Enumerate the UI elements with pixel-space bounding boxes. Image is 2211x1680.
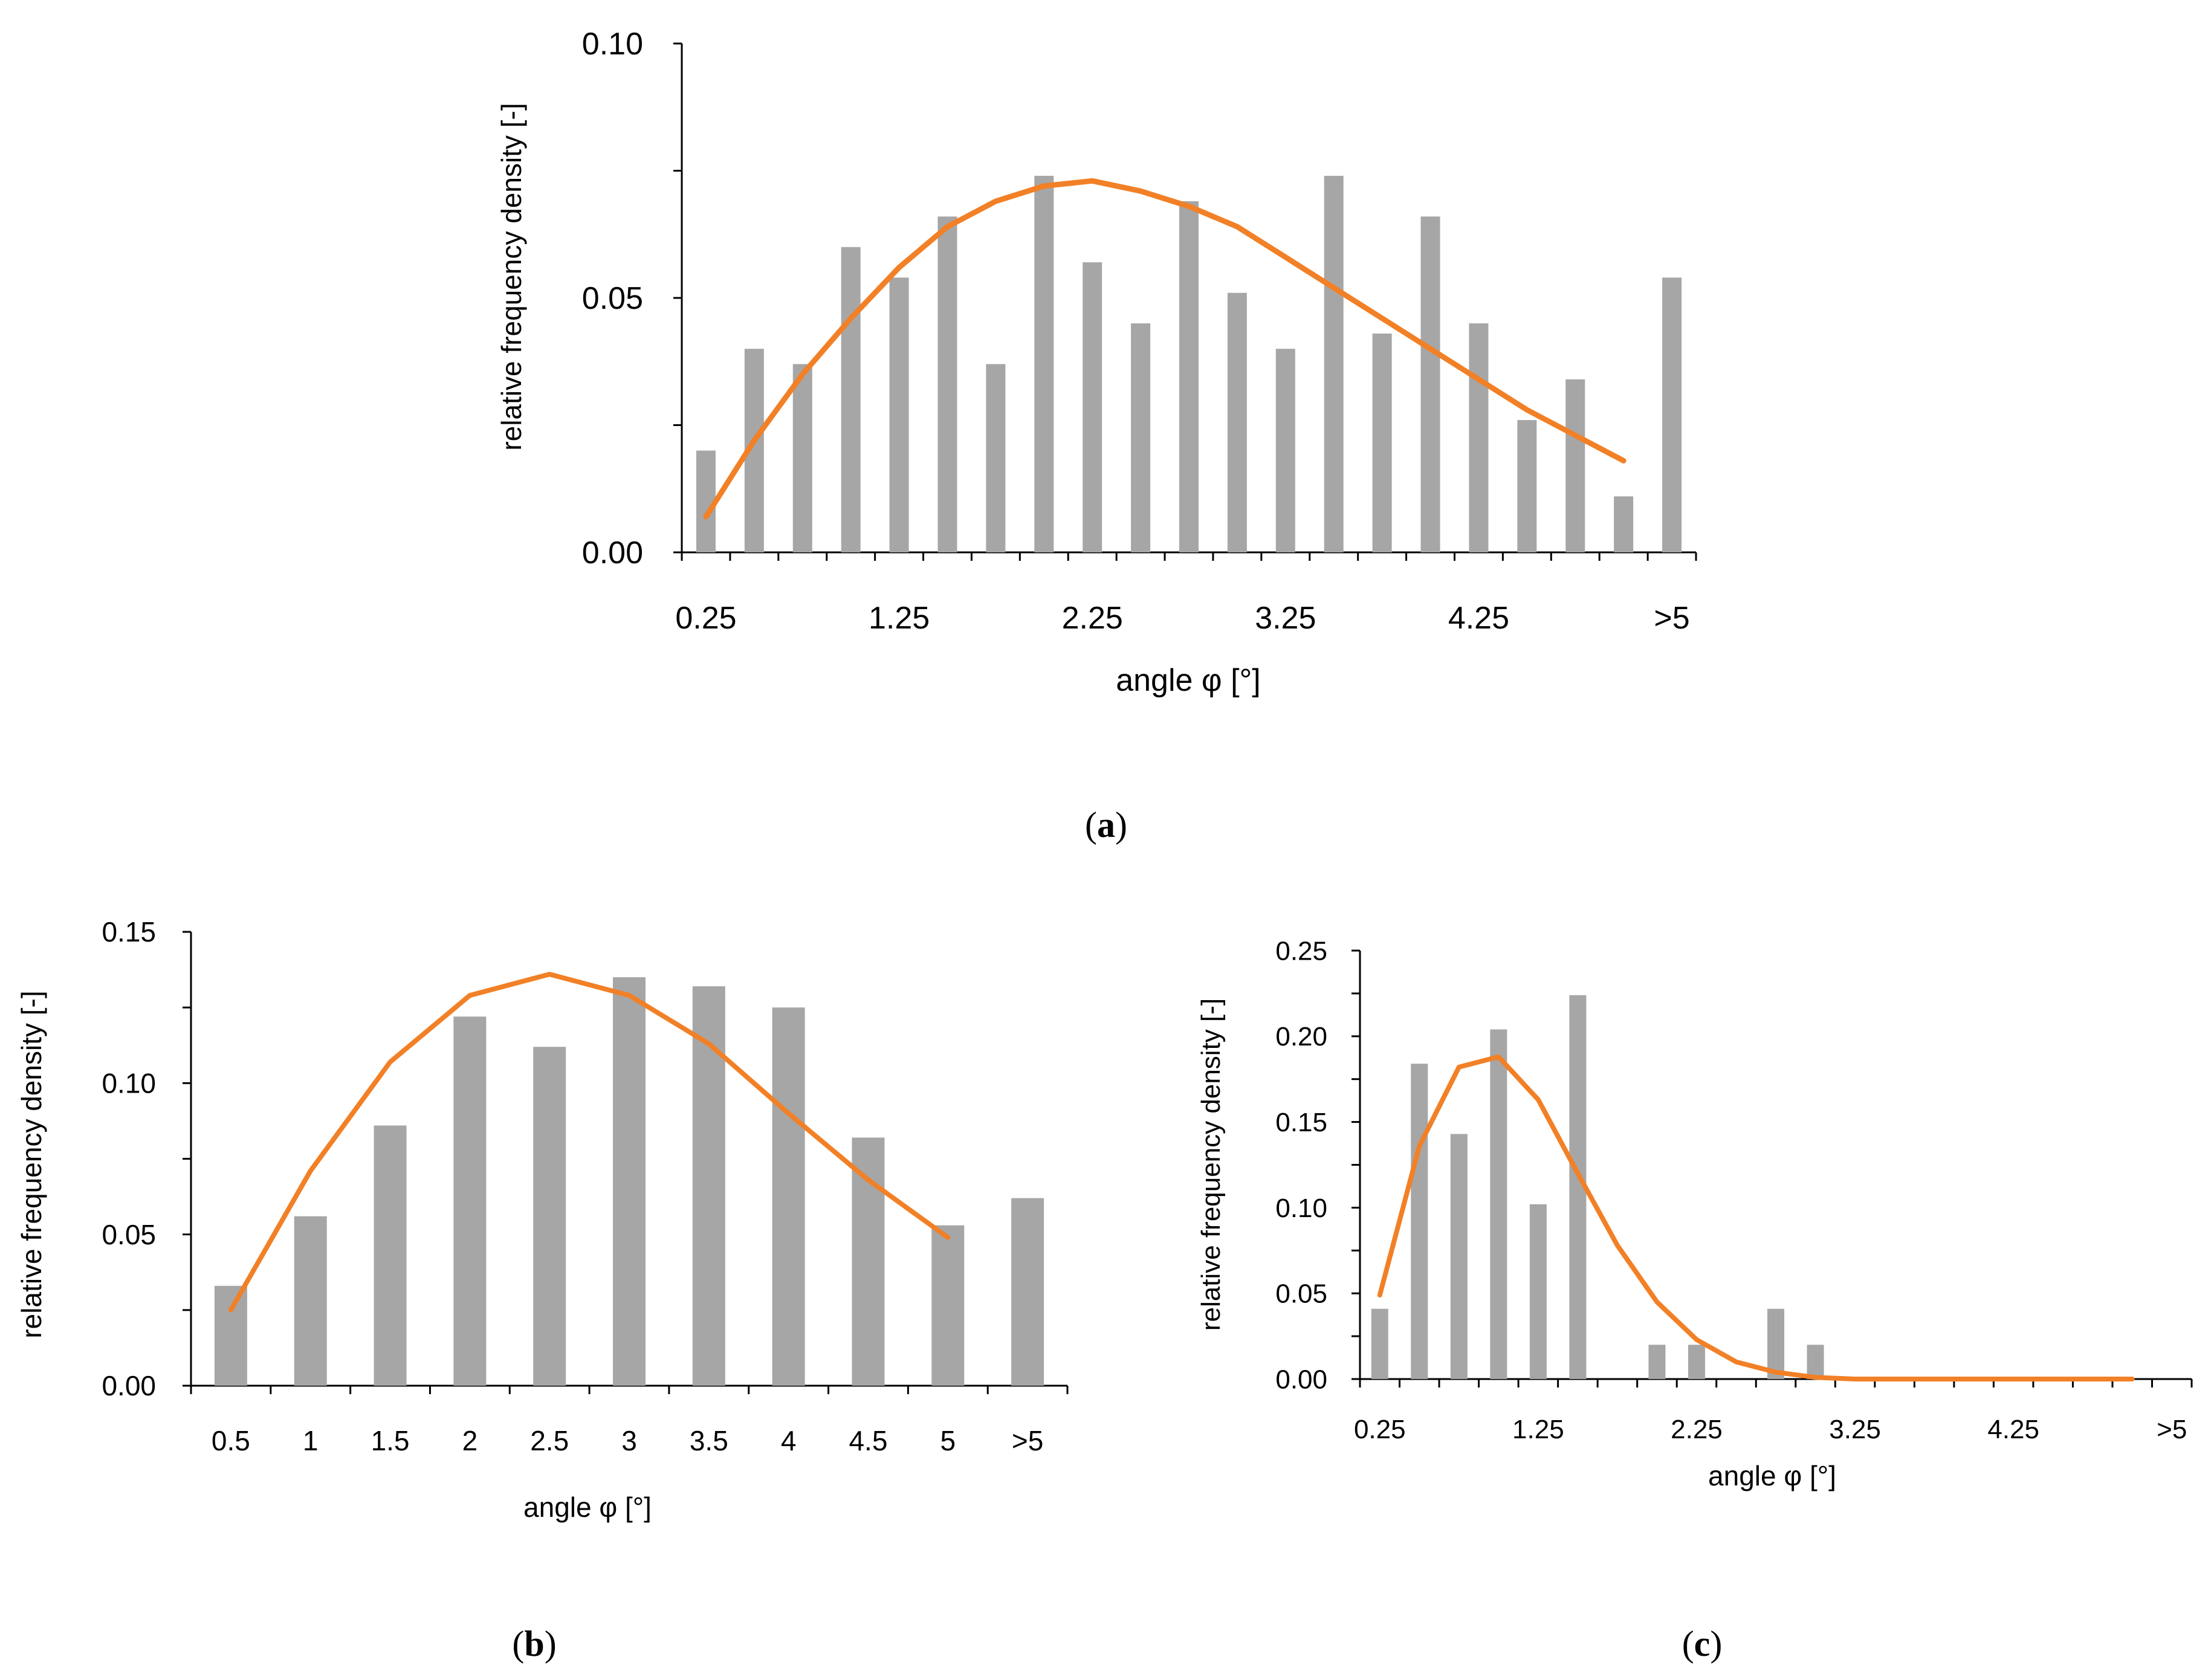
x-tick-label: 4.5 [849,1425,887,1456]
y-tick-label: 0.10 [1275,1194,1327,1223]
bar [889,277,909,552]
caption-letter: c [1694,1624,1711,1664]
bar [1688,1345,1705,1379]
bar [374,1125,407,1386]
bar [841,247,861,552]
fit-line [703,178,1627,520]
bar [1179,201,1199,552]
y-tick-label: 0.00 [102,1370,156,1401]
y-tick-label: 0.05 [102,1219,156,1250]
x-tick-label: 1.5 [371,1425,410,1456]
caption-letter: a [1097,805,1115,845]
x-tick-label: 4.25 [1448,601,1509,636]
y-axis-label: relative frequency density [-] [496,103,527,450]
x-tick-label: >5 [1654,601,1689,636]
bar [1411,1064,1428,1379]
bar [1371,1308,1388,1379]
y-tick-label: 0.15 [102,916,156,948]
y-tick-label: 0.15 [1275,1108,1327,1137]
x-tick-label: >5 [2157,1415,2187,1444]
x-tick-label: 0.25 [1354,1415,1406,1444]
y-tick-label: 0.05 [1275,1279,1327,1309]
x-tick-label: 1 [303,1425,319,1456]
y-tick-label: 0.20 [1275,1022,1327,1052]
x-tick-label: 0.5 [212,1425,250,1456]
x-tick-label: 1.25 [869,601,930,636]
x-axis-label: angle φ [°] [1116,663,1261,698]
y-tick-label: 0.10 [102,1067,156,1099]
x-tick-label: 4 [781,1425,797,1456]
bar [1517,420,1537,552]
x-tick-label: 4.25 [1987,1415,2039,1444]
x-tick-label: 1.25 [1512,1415,1564,1444]
bar [792,364,812,552]
x-axis-label: angle φ [°] [1708,1460,1836,1491]
y-tick-label: 0.00 [582,535,643,570]
bar [1469,323,1489,552]
bar [1131,323,1151,552]
bar [1227,292,1247,552]
caption-a: (a) [1085,805,1127,845]
bar [1529,1204,1547,1379]
caption-b: (b) [512,1624,556,1664]
bar [1614,496,1634,552]
chart-a: relative frequency density [-] angle φ [… [496,27,1697,845]
y-tick-label: 0.25 [1275,936,1327,966]
bar [1275,349,1295,552]
x-tick-label: 0.25 [675,601,736,636]
chart-b: relative frequency density [-] angle φ [… [16,916,1069,1664]
bar [1083,262,1102,552]
bar [613,977,646,1386]
bar [772,1007,805,1386]
bar [453,1016,487,1386]
y-tick-label: 0.10 [582,27,643,62]
y-axis-label: relative frequency density [-] [1196,998,1226,1331]
bar [1648,1345,1666,1379]
x-tick-label: 3 [621,1425,637,1456]
bar [294,1216,327,1386]
y-tick-label: 0.05 [582,281,643,316]
x-tick-label: 2.25 [1671,1415,1723,1444]
bar [1324,175,1344,552]
bar [533,1047,566,1386]
bar [1767,1308,1784,1379]
fit-line [228,972,951,1313]
bar [1011,1198,1044,1386]
chart-c: relative frequency density [-] angle φ [… [1196,936,2193,1664]
bar [986,364,1006,552]
y-tick-label: 0.00 [1275,1365,1327,1394]
x-tick-label: 2 [462,1425,478,1456]
x-tick-label: 3.25 [1829,1415,1881,1444]
fit-line [1377,1054,2135,1381]
bar [852,1137,885,1386]
y-axis-label: relative frequency density [-] [16,990,47,1338]
x-tick-label: >5 [1012,1425,1043,1456]
x-axis-label: angle φ [°] [523,1491,652,1523]
bar [931,1225,965,1386]
bar [1807,1345,1824,1379]
bar [214,1285,247,1386]
bar [1420,216,1440,552]
bar [1450,1134,1468,1379]
bar [937,216,957,552]
bar [1490,1029,1507,1379]
caption-c: (c) [1682,1624,1723,1664]
x-tick-label: 5 [940,1425,956,1456]
bar [1372,333,1392,552]
bar [1565,379,1585,552]
bar [1662,277,1682,552]
x-tick-label: 2.25 [1062,601,1123,636]
bar [1034,175,1054,552]
caption-letter: b [524,1624,544,1664]
x-tick-label: 3.25 [1255,601,1316,636]
x-tick-label: 3.5 [690,1425,728,1456]
bar [696,450,716,552]
x-tick-label: 2.5 [530,1425,569,1456]
